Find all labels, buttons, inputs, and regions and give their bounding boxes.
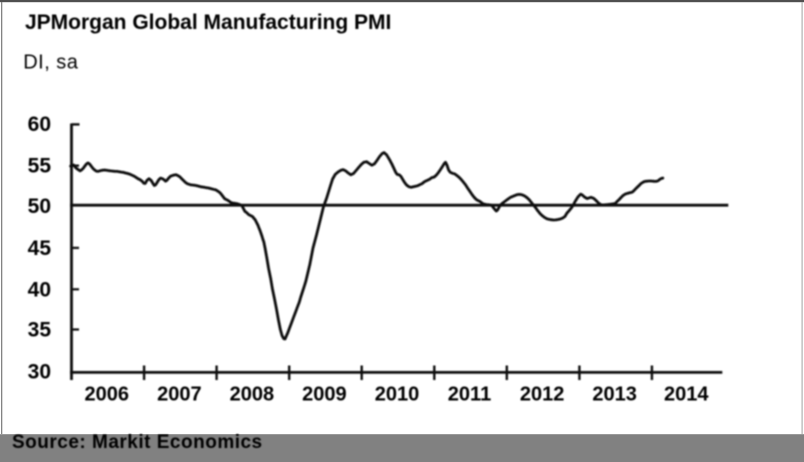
svg-text:2014: 2014 [664, 383, 709, 405]
svg-text:Source: Markit Economics: Source: Markit Economics [12, 432, 263, 453]
svg-text:40: 40 [28, 279, 51, 302]
svg-text:2009: 2009 [302, 383, 347, 405]
svg-text:2008: 2008 [230, 383, 275, 405]
svg-text:2010: 2010 [375, 383, 420, 405]
svg-text:50: 50 [28, 195, 51, 218]
svg-text:55: 55 [28, 154, 52, 177]
svg-text:2011: 2011 [448, 383, 491, 405]
svg-text:JPMorgan Global Manufacturing: JPMorgan Global Manufacturing PMI [25, 11, 391, 34]
svg-text:2006: 2006 [85, 383, 130, 405]
svg-text:DI, sa: DI, sa [23, 52, 79, 74]
svg-text:60: 60 [28, 113, 51, 136]
svg-text:35: 35 [28, 319, 52, 342]
svg-text:2007: 2007 [157, 383, 202, 405]
svg-text:2013: 2013 [592, 383, 637, 405]
svg-text:30: 30 [28, 361, 51, 384]
svg-text:2012: 2012 [520, 383, 565, 405]
svg-text:45: 45 [28, 237, 52, 260]
